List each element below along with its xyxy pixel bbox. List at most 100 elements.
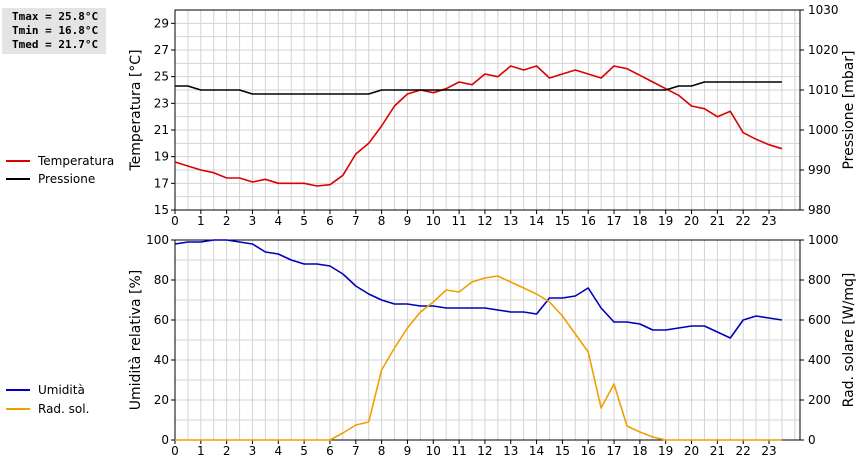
x-tick-label: 20 bbox=[684, 444, 699, 458]
x-tick-label: 17 bbox=[606, 444, 621, 458]
y-left-tick-label: 19 bbox=[154, 150, 169, 164]
x-tick-label: 12 bbox=[477, 444, 492, 458]
x-tick-label: 11 bbox=[451, 214, 466, 228]
x-tick-label: 3 bbox=[249, 444, 257, 458]
legend-label-umidita: Umidità bbox=[38, 383, 85, 397]
x-tick-label: 16 bbox=[581, 444, 596, 458]
y-left-tick-label: 20 bbox=[154, 393, 169, 407]
y-left-tick-label: 0 bbox=[161, 433, 169, 447]
x-tick-label: 4 bbox=[274, 444, 282, 458]
y-right-tick-label: 1010 bbox=[808, 83, 839, 97]
y-left-axis-label: Temperatura [°C] bbox=[128, 49, 144, 171]
y-left-tick-label: 60 bbox=[154, 313, 169, 327]
y-left-tick-label: 21 bbox=[154, 123, 169, 137]
x-tick-label: 15 bbox=[555, 444, 570, 458]
x-tick-label: 4 bbox=[274, 214, 282, 228]
plot-frame bbox=[174, 9, 801, 211]
x-tick-label: 9 bbox=[404, 444, 412, 458]
y-right-tick-label: 400 bbox=[808, 353, 831, 367]
y-left-axis-label: Umidità relativa [%] bbox=[128, 270, 144, 411]
legend-temperatura: Temperatura bbox=[6, 153, 114, 169]
y-right-tick-label: 980 bbox=[808, 203, 831, 217]
x-tick-label: 7 bbox=[352, 444, 360, 458]
x-tick-label: 7 bbox=[352, 214, 360, 228]
legend-label-rad-sol: Rad. sol. bbox=[38, 402, 90, 416]
y-left-tick-label: 29 bbox=[154, 16, 169, 30]
x-tick-label: 15 bbox=[555, 214, 570, 228]
x-tick-label: 16 bbox=[581, 214, 596, 228]
x-tick-label: 13 bbox=[503, 214, 518, 228]
x-tick-label: 3 bbox=[249, 214, 257, 228]
x-tick-label: 23 bbox=[761, 214, 776, 228]
x-tick-label: 19 bbox=[658, 444, 673, 458]
x-tick-label: 22 bbox=[736, 214, 751, 228]
series-line-temperatura bbox=[174, 65, 783, 187]
x-tick-label: 2 bbox=[223, 444, 231, 458]
tmed-label: Tmed = 21.7°C bbox=[12, 38, 99, 51]
legend-swatch-temperatura bbox=[6, 160, 30, 162]
x-tick-label: 18 bbox=[632, 214, 647, 228]
y-right-tick-label: 600 bbox=[808, 313, 831, 327]
x-tick-label: 14 bbox=[529, 444, 544, 458]
x-tick-label: 6 bbox=[326, 444, 334, 458]
y-left-tick-label: 15 bbox=[154, 203, 169, 217]
x-tick-label: 19 bbox=[658, 214, 673, 228]
y-left-tick-label: 40 bbox=[154, 353, 169, 367]
x-tick-label: 9 bbox=[404, 214, 412, 228]
series-line-umidit bbox=[174, 239, 783, 339]
x-tick-label: 10 bbox=[426, 444, 441, 458]
x-tick-label: 8 bbox=[378, 444, 386, 458]
x-tick-label: 20 bbox=[684, 214, 699, 228]
y-right-axis-label: Pressione [mbar] bbox=[841, 50, 857, 169]
y-left-tick-label: 17 bbox=[154, 176, 169, 190]
legend-pressione: Pressione bbox=[6, 171, 95, 187]
x-tick-label: 12 bbox=[477, 214, 492, 228]
x-tick-label: 6 bbox=[326, 214, 334, 228]
stats-box: Tmax = 25.8°C Tmin = 16.8°C Tmed = 21.7°… bbox=[2, 8, 106, 54]
y-left-tick-label: 23 bbox=[154, 96, 169, 110]
y-right-tick-label: 800 bbox=[808, 273, 831, 287]
y-right-tick-label: 990 bbox=[808, 163, 831, 177]
y-right-tick-label: 0 bbox=[808, 433, 816, 447]
y-right-axis-label: Rad. solare [W/mq] bbox=[841, 273, 857, 408]
x-tick-label: 2 bbox=[223, 214, 231, 228]
legend-label-temperatura: Temperatura bbox=[38, 154, 115, 168]
legend-umidita: Umidità bbox=[6, 382, 85, 398]
tmin-label: Tmin = 16.8°C bbox=[12, 24, 99, 37]
x-tick-label: 5 bbox=[300, 444, 308, 458]
x-tick-label: 23 bbox=[761, 444, 776, 458]
x-tick-label: 5 bbox=[300, 214, 308, 228]
y-right-tick-label: 1000 bbox=[808, 233, 839, 247]
y-left-tick-label: 27 bbox=[154, 43, 169, 57]
y-right-tick-label: 1000 bbox=[808, 123, 839, 137]
y-right-tick-label: 1030 bbox=[808, 3, 839, 17]
x-tick-label: 0 bbox=[171, 444, 179, 458]
x-tick-label: 8 bbox=[378, 214, 386, 228]
x-tick-label: 17 bbox=[606, 214, 621, 228]
x-tick-label: 14 bbox=[529, 214, 544, 228]
x-tick-label: 11 bbox=[451, 444, 466, 458]
legend-swatch-rad-sol bbox=[6, 408, 30, 410]
tmax-label: Tmax = 25.8°C bbox=[12, 10, 99, 23]
x-tick-label: 10 bbox=[426, 214, 441, 228]
y-left-tick-label: 25 bbox=[154, 70, 169, 84]
x-tick-label: 1 bbox=[197, 444, 205, 458]
x-tick-label: 0 bbox=[171, 214, 179, 228]
x-tick-label: 13 bbox=[503, 444, 518, 458]
y-left-tick-label: 80 bbox=[154, 273, 169, 287]
series-line-pressione bbox=[175, 81, 782, 95]
x-tick-label: 21 bbox=[710, 214, 725, 228]
y-left-tick-label: 100 bbox=[146, 233, 169, 247]
legend-rad-sol: Rad. sol. bbox=[6, 401, 89, 417]
x-tick-label: 1 bbox=[197, 214, 205, 228]
legend-label-pressione: Pressione bbox=[38, 172, 96, 186]
x-tick-label: 18 bbox=[632, 444, 647, 458]
x-tick-label: 21 bbox=[710, 444, 725, 458]
x-tick-label: 22 bbox=[736, 444, 751, 458]
legend-swatch-umidita bbox=[6, 389, 30, 391]
plot-frame bbox=[174, 239, 801, 441]
y-right-tick-label: 200 bbox=[808, 393, 831, 407]
legend-swatch-pressione bbox=[6, 178, 30, 180]
series-line-rad-sol bbox=[175, 275, 782, 441]
